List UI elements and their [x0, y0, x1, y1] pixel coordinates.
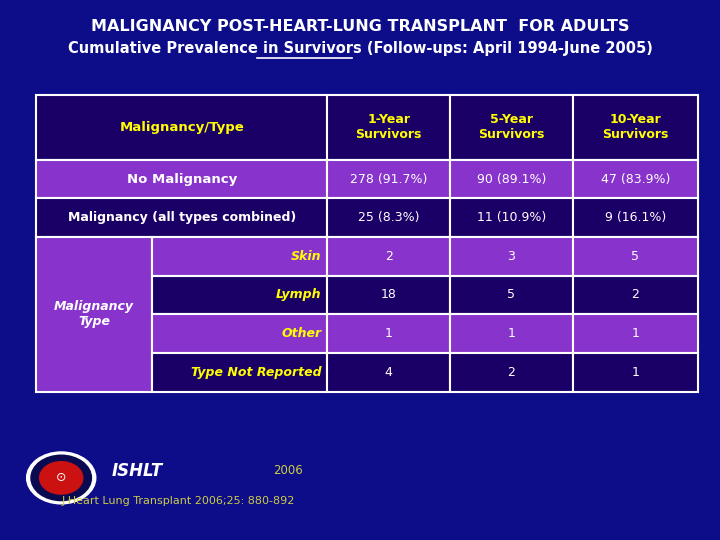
Text: 1: 1	[508, 327, 516, 340]
Text: 1: 1	[631, 327, 639, 340]
Text: 2006: 2006	[274, 464, 303, 477]
Text: 3: 3	[508, 250, 516, 263]
Text: ISHLT: ISHLT	[112, 462, 163, 480]
Bar	[450, 199, 572, 237]
Text: 47 (83.9%): 47 (83.9%)	[600, 173, 670, 186]
Bar	[450, 314, 572, 353]
Text: 1-Year
Survivors: 1-Year Survivors	[356, 113, 422, 141]
Text: 2: 2	[631, 288, 639, 301]
Bar	[450, 353, 572, 392]
Bar	[36, 160, 328, 199]
Bar	[572, 237, 698, 275]
Bar	[152, 237, 328, 275]
Bar	[572, 160, 698, 199]
Text: 5-Year
Survivors: 5-Year Survivors	[478, 113, 544, 141]
Text: 5: 5	[508, 288, 516, 301]
Bar	[328, 199, 450, 237]
Text: 4: 4	[384, 366, 392, 379]
Bar	[36, 199, 328, 237]
Text: 1: 1	[384, 327, 392, 340]
Bar	[152, 275, 328, 314]
Text: Type Not Reported: Type Not Reported	[191, 366, 322, 379]
Bar	[450, 275, 572, 314]
Bar	[328, 160, 450, 199]
Bar	[328, 314, 450, 353]
Text: 278 (91.7%): 278 (91.7%)	[350, 173, 428, 186]
Circle shape	[27, 452, 96, 504]
Bar	[572, 353, 698, 392]
Bar	[328, 353, 450, 392]
Text: No Malignancy: No Malignancy	[127, 173, 237, 186]
Text: ⊙: ⊙	[56, 471, 66, 484]
Bar	[152, 353, 328, 392]
Text: Malignancy/Type: Malignancy/Type	[120, 120, 244, 134]
Bar	[450, 237, 572, 275]
Text: 90 (89.1%): 90 (89.1%)	[477, 173, 546, 186]
Text: 25 (8.3%): 25 (8.3%)	[358, 211, 420, 224]
Bar	[572, 314, 698, 353]
Bar	[328, 237, 450, 275]
Text: 18: 18	[381, 288, 397, 301]
Circle shape	[40, 462, 83, 494]
Text: Other: Other	[282, 327, 322, 340]
Text: 1: 1	[631, 366, 639, 379]
Text: MALIGNANCY POST-HEART-LUNG TRANSPLANT  FOR ADULTS: MALIGNANCY POST-HEART-LUNG TRANSPLANT FO…	[91, 19, 629, 34]
Bar	[450, 160, 572, 199]
Text: Skin: Skin	[291, 250, 322, 263]
Bar	[572, 275, 698, 314]
Bar	[328, 275, 450, 314]
Text: 2: 2	[384, 250, 392, 263]
Text: Malignancy
Type: Malignancy Type	[54, 300, 134, 328]
Text: 10-Year
Survivors: 10-Year Survivors	[603, 113, 669, 141]
Bar	[572, 199, 698, 237]
Circle shape	[31, 455, 91, 501]
Text: Malignancy (all types combined): Malignancy (all types combined)	[68, 211, 296, 224]
Text: 5: 5	[631, 250, 639, 263]
Text: 9 (16.1%): 9 (16.1%)	[605, 211, 666, 224]
Text: 11 (10.9%): 11 (10.9%)	[477, 211, 546, 224]
Text: 2: 2	[508, 366, 516, 379]
Bar	[152, 314, 328, 353]
Text: Cumulative Prevalence in Survivors (Follow-ups: April 1994-June 2005): Cumulative Prevalence in Survivors (Foll…	[68, 40, 652, 56]
Text: Lymph: Lymph	[276, 288, 322, 301]
Text: J Heart Lung Transplant 2006;25: 880-892: J Heart Lung Transplant 2006;25: 880-892	[61, 496, 294, 506]
